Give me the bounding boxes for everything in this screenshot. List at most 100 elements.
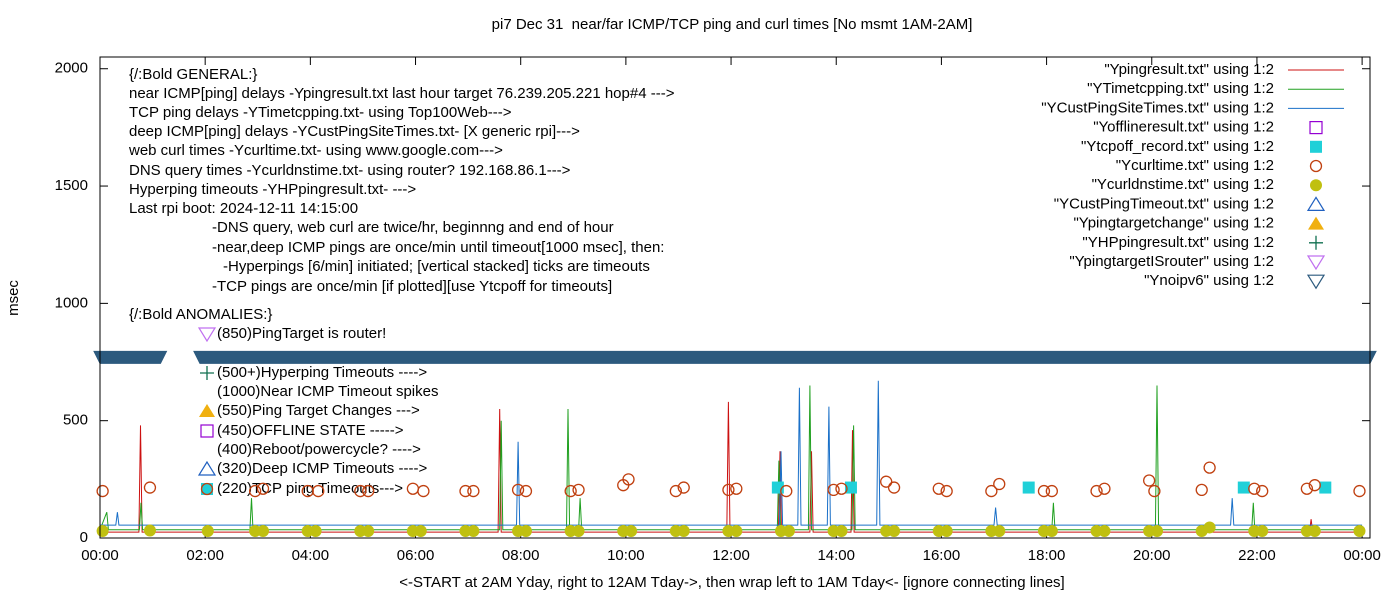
marker	[1353, 484, 1366, 498]
marker	[932, 482, 945, 495]
annotation: Hyperping timeouts -YHPpingresult.txt- -…	[129, 181, 416, 198]
x-tick-label: 08:00	[502, 547, 540, 564]
marker	[625, 524, 638, 537]
series-line	[100, 380, 1363, 526]
marker	[143, 524, 156, 537]
annotation: -TCP pings are once/min [if plotted][use…	[212, 278, 612, 295]
annotation: (850)PingTarget is router!	[217, 325, 386, 342]
x-tick-label: 00:00	[1343, 547, 1381, 564]
annotation: {/:Bold GENERAL:}	[129, 66, 257, 83]
marker	[1300, 482, 1314, 495]
x-tick-label: 06:00	[397, 547, 435, 564]
annotation: (500+)Hyperping Timeouts ---->	[217, 364, 427, 381]
legend-label: "YTimetcpping.txt" using 1:2	[1087, 80, 1274, 97]
y-tick-label: 2000	[55, 60, 88, 77]
marker	[827, 483, 840, 497]
marker	[256, 482, 270, 495]
marker	[985, 484, 998, 498]
marker	[519, 484, 533, 498]
legend-symbol	[1306, 196, 1326, 211]
annotation: web curl times -Ycurltime.txt- using www…	[128, 142, 503, 159]
marker	[622, 473, 635, 486]
marker	[96, 484, 109, 498]
legend-symbol	[1309, 120, 1323, 135]
annotation: deep ICMP[ping] delays -YCustPingSiteTim…	[129, 123, 580, 140]
legend-label: "YpingtargetISrouter" using 1:2	[1069, 253, 1274, 270]
marker	[722, 483, 735, 497]
marker	[1045, 524, 1058, 537]
annotation: Last rpi boot: 2024-12-11 14:15:00	[129, 200, 358, 217]
annotation: -near,deep ICMP pings are once/min until…	[212, 239, 664, 256]
annotation: {/:Bold ANOMALIES:}	[129, 306, 272, 323]
annotation: -DNS query, web curl are twice/hr, begin…	[212, 219, 614, 236]
marker	[1142, 474, 1156, 487]
marker	[362, 484, 375, 498]
marker	[511, 483, 525, 497]
marker	[197, 327, 217, 343]
marker	[888, 524, 901, 537]
marker	[1353, 524, 1366, 537]
marker	[1308, 524, 1321, 537]
legend-label: "Ynoipv6" using 1:2	[1144, 272, 1274, 289]
annotation: TCP ping delays -YTimetcpping.txt- using…	[129, 104, 512, 121]
marker	[1151, 524, 1164, 537]
marker	[887, 481, 901, 494]
x-tick-label: 22:00	[1238, 547, 1276, 564]
x-tick-label: 18:00	[1028, 547, 1066, 564]
marker	[1098, 482, 1111, 495]
chart-title: pi7 Dec 31 near/far ICMP/TCP ping and cu…	[492, 16, 973, 33]
marker	[669, 484, 682, 498]
marker	[993, 477, 1006, 491]
marker	[309, 524, 322, 537]
annotation: (550)Ping Target Changes --->	[217, 402, 420, 419]
x-tick-label: 20:00	[1133, 547, 1171, 564]
marker	[564, 484, 577, 498]
marker	[201, 524, 214, 537]
x-tick-label: 16:00	[923, 547, 961, 564]
marker	[677, 524, 690, 537]
annotation: -Hyperpings [6/min] initiated; [vertical…	[223, 258, 650, 275]
legend-symbol	[1306, 255, 1326, 271]
legend-label: "YCustPingTimeout.txt" using 1:2	[1054, 195, 1274, 212]
marker	[1248, 482, 1261, 495]
legend-symbol	[1310, 140, 1322, 153]
legend-symbol	[1309, 159, 1323, 173]
marker	[1037, 484, 1051, 498]
legend-symbol	[1308, 216, 1324, 230]
marker	[257, 524, 270, 537]
legend-label: "YHPpingresult.txt" using 1:2	[1082, 234, 1274, 251]
marker	[730, 524, 743, 537]
marker	[1203, 521, 1216, 534]
annotation: (1000)Near ICMP Timeout spikes	[217, 383, 438, 400]
x-tick-label: 00:00	[81, 547, 119, 564]
marker	[143, 481, 157, 494]
marker	[1237, 481, 1250, 494]
y-tick-label: 0	[80, 529, 88, 546]
plot-border	[99, 56, 1371, 539]
y-tick-label: 1500	[55, 177, 88, 194]
legend-label: "Ycurltime.txt" using 1:2	[1116, 157, 1274, 174]
x-tick-label: 02:00	[186, 547, 224, 564]
marker	[835, 482, 848, 495]
x-tick-label: 14:00	[817, 547, 855, 564]
marker	[993, 524, 1006, 537]
marker	[1022, 481, 1035, 494]
legend-symbol	[1309, 235, 1323, 250]
marker	[467, 484, 480, 498]
marker	[200, 366, 214, 380]
legend-label: "Ytcpoff_record.txt" using 1:2	[1081, 138, 1274, 155]
legend-label: "Ycurldnstime.txt" using 1:2	[1092, 176, 1274, 193]
marker	[780, 484, 793, 498]
marker	[1203, 461, 1216, 474]
legend-symbol	[1306, 274, 1326, 290]
marker	[1256, 484, 1269, 498]
legend-symbol	[1310, 179, 1322, 192]
marker	[844, 481, 857, 494]
annotation: near ICMP[ping] delays -Ypingresult.txt …	[129, 85, 675, 102]
marker	[572, 524, 585, 537]
y-tick-label: 1000	[55, 294, 88, 311]
annotation: (400)Reboot/powercycle? ---->	[217, 441, 421, 458]
marker	[199, 404, 215, 417]
marker	[1195, 483, 1208, 497]
